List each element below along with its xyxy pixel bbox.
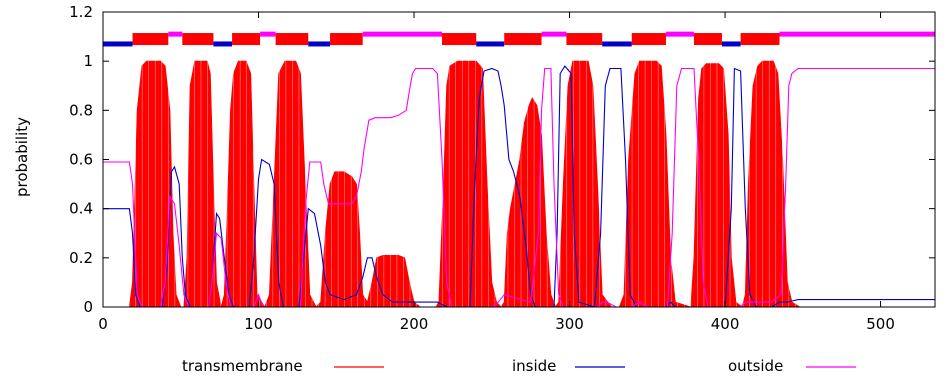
plot-area (103, 12, 935, 307)
legend-label-outside: outside (728, 357, 783, 375)
x-tick-label: 200 (400, 315, 429, 333)
legend-label-inside: inside (512, 357, 556, 375)
series-inside-line (103, 65, 935, 307)
y-tick-label: 0.6 (69, 151, 93, 169)
topology-segment-membrane (330, 33, 363, 46)
y-tick-label: 0.8 (69, 101, 93, 119)
series-transmembrane-area (103, 60, 935, 307)
x-tick-label: 500 (866, 315, 895, 333)
topology-segment-outside (168, 31, 183, 37)
topology-segment-outside (665, 31, 694, 37)
topology-segment-inside (213, 41, 233, 47)
topology-segment-membrane (566, 33, 603, 46)
topology-segment-outside (260, 31, 276, 37)
transmembrane-hatch (103, 12, 933, 307)
y-axis-label: probability (13, 117, 31, 197)
topology-segment-membrane (693, 33, 722, 46)
series-outside-line (103, 67, 935, 307)
topology-segment-inside (602, 41, 632, 47)
topology-segment-membrane (182, 33, 214, 46)
topology-segment-membrane (442, 33, 477, 46)
y-tick-label: 0 (83, 298, 93, 316)
legend: transmembrane inside outside (182, 357, 856, 375)
x-tick-label: 100 (244, 315, 273, 333)
topology-segment-membrane (740, 33, 780, 46)
y-tick-label: 0.2 (69, 249, 93, 267)
series-group (103, 12, 935, 307)
x-tick-label: 300 (555, 315, 584, 333)
topology-segment-membrane (631, 33, 666, 46)
topology-segment-inside (721, 41, 741, 47)
topology-segment-inside (308, 41, 331, 47)
y-tick-label: 1 (83, 52, 93, 70)
topology-bar (103, 31, 935, 47)
topology-segment-membrane (275, 33, 309, 46)
topology-segment-membrane (504, 33, 542, 46)
topology-segment-membrane (132, 33, 169, 46)
topology-segment-outside (779, 31, 935, 37)
topology-segment-outside (362, 31, 443, 37)
topology-segment-outside (541, 31, 567, 37)
legend-label-transmembrane: transmembrane (182, 357, 303, 375)
topology-segment-inside (476, 41, 505, 47)
y-tick-label: 1.2 (69, 3, 93, 21)
y-tick-label: 0.4 (69, 200, 93, 218)
axes: 0 0.2 0.4 0.6 0.8 1 1.2 0 100 200 300 400 500 (69, 3, 936, 333)
x-tick-label: 400 (711, 315, 740, 333)
topology-segment-inside (103, 41, 133, 47)
x-tick-label: 0 (98, 315, 108, 333)
topology-segment-membrane (232, 33, 261, 46)
